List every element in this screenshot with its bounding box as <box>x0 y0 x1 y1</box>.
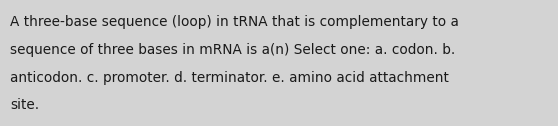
Text: anticodon. c. promoter. d. terminator. e. amino acid attachment: anticodon. c. promoter. d. terminator. e… <box>10 71 449 85</box>
Text: site.: site. <box>10 98 39 112</box>
Text: A three-base sequence (loop) in tRNA that is complementary to a: A three-base sequence (loop) in tRNA tha… <box>10 15 459 29</box>
Text: sequence of three bases in mRNA is a(n) Select one: a. codon. b.: sequence of three bases in mRNA is a(n) … <box>10 43 455 57</box>
